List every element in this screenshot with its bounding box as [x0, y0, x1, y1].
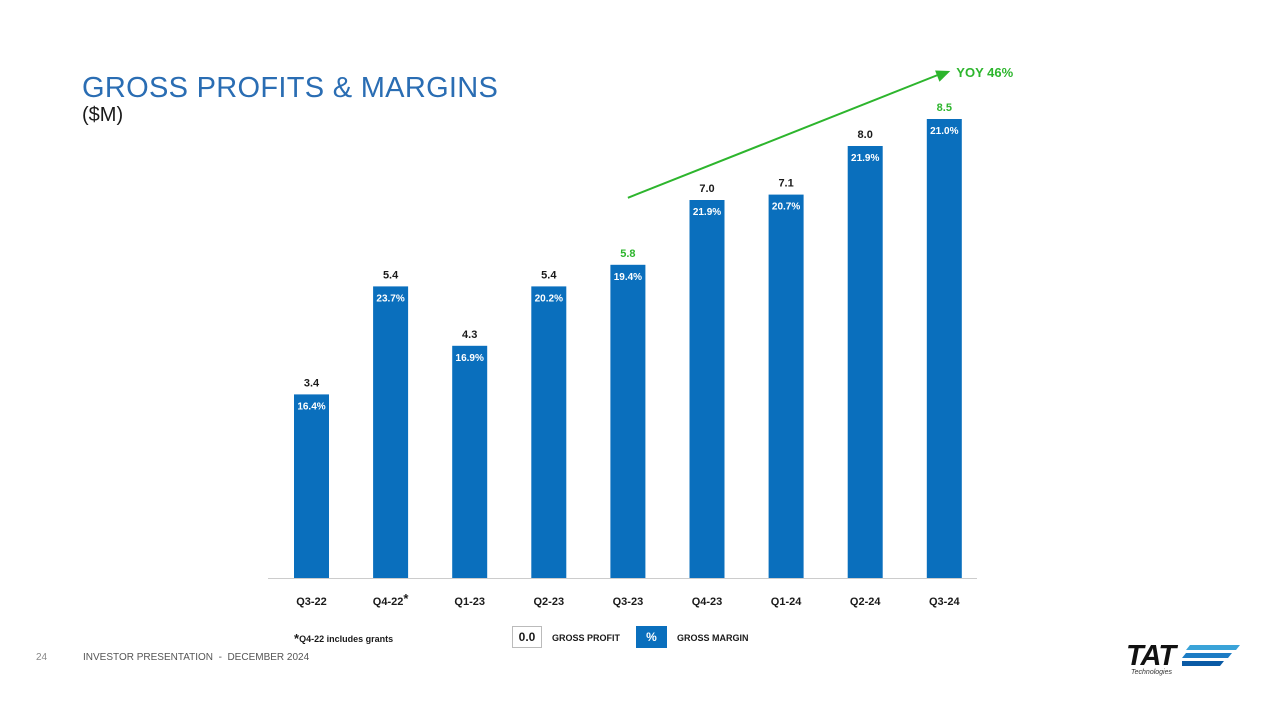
value-label: 5.4 [541, 269, 557, 281]
bar-Q3-24 [926, 119, 962, 578]
value-label: 5.8 [620, 248, 635, 260]
margin-label: 16.4% [297, 401, 325, 412]
value-label: 7.1 [778, 178, 793, 190]
x-tick-label: Q1-23 [454, 596, 485, 608]
trend-arrow-head [935, 70, 951, 82]
margin-label: 19.4% [614, 272, 642, 283]
bar-Q4-22 [373, 286, 409, 578]
page-title: GROSS PROFITS & MARGINS [82, 72, 499, 104]
x-tick-label: Q4-23 [692, 596, 723, 608]
bar-Q2-23 [531, 286, 567, 578]
value-label: 3.4 [304, 377, 320, 389]
page-subtitle: ($M) [82, 104, 124, 126]
logo-tagline: Technologies [1131, 669, 1172, 676]
bar-Q3-22 [294, 394, 329, 578]
logo-wordmark: TAT [1126, 640, 1176, 672]
value-label: 8.5 [937, 102, 952, 114]
value-label: 4.3 [462, 329, 477, 341]
x-tick-label: Q2-24 [850, 596, 881, 608]
legend-gross-profit-sample: 0.0 [512, 626, 542, 648]
margin-label: 16.9% [456, 353, 484, 364]
legend-gross-margin-sample: % [636, 626, 667, 648]
footnote-star: * [294, 631, 300, 646]
bar-Q2-24 [847, 146, 883, 578]
tat-logo: TAT Technologies [1126, 640, 1246, 680]
footer-text: INVESTOR PRESENTATION - DECEMBER 2024 [83, 652, 310, 663]
x-tick-label: Q3-22 [296, 596, 327, 608]
x-tick-label: Q2-23 [534, 596, 565, 608]
page-number: 24 [36, 652, 48, 663]
bar-Q1-23 [452, 345, 488, 578]
legend-gross-margin-label: GROSS MARGIN [677, 633, 749, 643]
legend-gross-profit-label: GROSS PROFIT [552, 633, 621, 643]
margin-label: 21.9% [851, 153, 879, 164]
margin-label: 20.2% [535, 293, 563, 304]
x-tick-label: Q4-22* [373, 591, 410, 608]
bar-Q4-23 [689, 200, 725, 578]
x-tick-label: Q3-24 [929, 596, 960, 608]
bar-Q3-23 [610, 264, 646, 578]
trend-arrow-line [627, 73, 941, 199]
margin-label: 20.7% [772, 202, 800, 213]
x-tick-label: Q3-23 [613, 596, 644, 608]
margin-label: 21.9% [693, 207, 721, 218]
speed-lines-icon [1182, 645, 1240, 666]
margin-label: 23.7% [376, 293, 404, 304]
trend-annotation-label: YOY 46% [956, 65, 1013, 80]
x-tick-label: Q1-24 [771, 596, 802, 608]
footnote-text: Q4-22 includes grants [299, 634, 394, 644]
value-label: 8.0 [858, 129, 873, 141]
x-tick-star: * [403, 591, 409, 606]
value-label: 5.4 [383, 269, 399, 281]
value-label: 7.0 [699, 183, 714, 195]
footnote: *Q4-22 includes grants [294, 631, 393, 646]
bar-Q1-24 [768, 194, 804, 578]
margin-label: 21.0% [930, 126, 958, 137]
